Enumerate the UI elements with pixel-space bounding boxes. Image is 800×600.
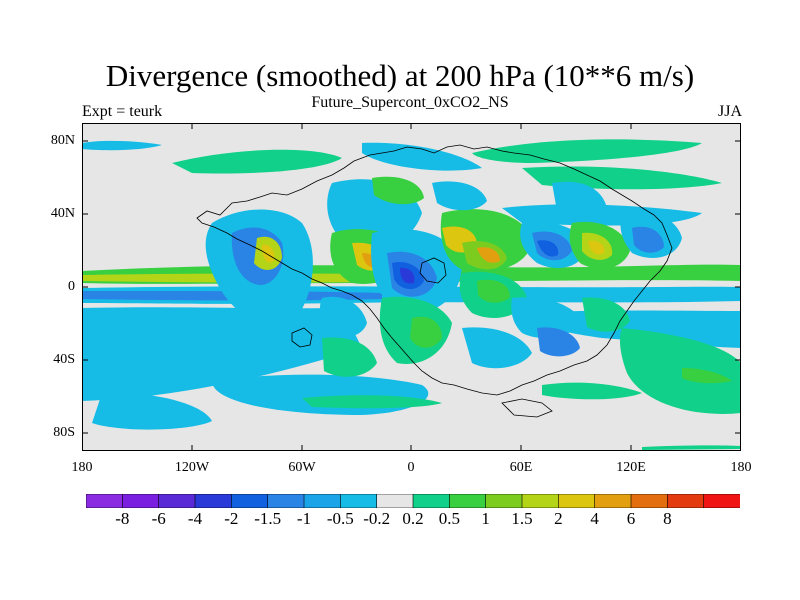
colorbar-swatch <box>558 494 596 508</box>
colorbar-label: 4 <box>590 509 599 528</box>
colorbar-label: 6 <box>626 509 636 528</box>
colorbar-swatch <box>376 494 414 508</box>
season-label: JJA <box>717 103 742 120</box>
lat-label-80n: 80N <box>50 133 75 148</box>
coastlines <box>196 144 673 418</box>
colorbar-swatch <box>158 494 196 508</box>
colorbar-swatch <box>703 494 740 508</box>
colorbar-swatch <box>521 494 559 508</box>
colorbar-label: 8 <box>663 509 672 528</box>
colorbar-label: 0.5 <box>438 509 460 528</box>
colorbar-label: -1.5 <box>254 509 282 528</box>
lon-label-180e: 180 <box>730 460 752 475</box>
lat-label-0: 0 <box>68 279 75 294</box>
colorbar-swatch <box>194 494 232 508</box>
colorbar-swatch <box>485 494 523 508</box>
lat-label-40s: 40S <box>53 352 75 367</box>
lat-label-80s: 80S <box>53 425 75 440</box>
colorbar-label: -1 <box>296 509 312 528</box>
colorbar-label: -4 <box>187 509 203 528</box>
colorbar-swatch <box>231 494 269 508</box>
lon-label-0: 0 <box>407 460 415 475</box>
southern-features <box>92 328 741 450</box>
colorbar-swatch <box>449 494 487 508</box>
colorbar-swatch <box>267 494 305 508</box>
colorbar <box>86 494 740 508</box>
colorbar-label: -0.5 <box>326 509 354 528</box>
tropical-cells <box>205 176 682 377</box>
colorbar-label: -8 <box>115 509 130 528</box>
colorbar-swatch <box>667 494 705 508</box>
colorbar-swatch <box>630 494 668 508</box>
map-title: Divergence (smoothed) at 200 hPa (10**6 … <box>105 58 695 93</box>
map-subtitle: Future_Supercont_0xCO2_NS <box>311 94 509 111</box>
colorbar-swatch <box>303 494 341 508</box>
lon-label-60w: 60W <box>288 460 316 475</box>
colorbar-swatch <box>594 494 632 508</box>
colorbar-label: 2 <box>554 509 563 528</box>
lon-label-60e: 60E <box>509 460 533 475</box>
lat-label-40n: 40N <box>50 206 75 221</box>
experiment-label: Expt = teurk <box>82 103 163 120</box>
colorbar-swatch <box>122 494 160 508</box>
colorbar-swatch <box>340 494 378 508</box>
divergence-map <box>82 123 741 451</box>
lon-label-120e: 120E <box>616 460 646 475</box>
lon-label-120w: 120W <box>174 460 210 475</box>
tick-marks <box>82 123 741 451</box>
lon-label-180w: 180 <box>71 460 93 475</box>
colorbar-label: 1.5 <box>511 509 533 528</box>
colorbar-label: 0.2 <box>402 509 424 528</box>
colorbar-label: 1 <box>481 509 490 528</box>
colorbar-swatch <box>412 494 450 508</box>
colorbar-label: -0.2 <box>363 509 391 528</box>
colorbar-swatch <box>86 494 123 508</box>
colorbar-label: -6 <box>151 509 166 528</box>
colorbar-label: -2 <box>224 509 239 528</box>
